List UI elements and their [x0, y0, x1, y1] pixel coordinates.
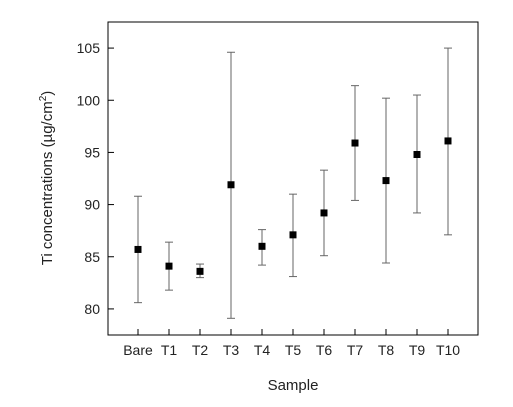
y-axis-label-superscript: 2 [38, 95, 49, 101]
data-point [227, 181, 235, 189]
x-tick-label: Bare [123, 342, 153, 358]
data-point [413, 151, 421, 159]
data-point [289, 231, 297, 239]
data-point [134, 245, 142, 253]
y-tick-label: 95 [84, 144, 100, 160]
x-tick-label: T6 [316, 342, 333, 358]
x-tick-label: T4 [254, 342, 271, 358]
errorbar-layer [134, 47, 452, 319]
data-point [258, 242, 266, 250]
y-tick-label: 80 [84, 301, 100, 317]
data-point [444, 137, 452, 145]
y-tick-label: 100 [77, 92, 101, 108]
data-point [320, 209, 328, 217]
tick-layer: 80 85 90 95 100 105 Bare T1 T2 T3 T4 T5 T6 T7 T8 T9 T10 [77, 40, 461, 358]
x-tick-label: T5 [285, 342, 302, 358]
data-point [351, 139, 359, 147]
data-point [196, 267, 204, 275]
x-axis-label: Sample [268, 377, 319, 394]
y-tick-label: 85 [84, 249, 100, 265]
x-tick-label: T3 [223, 342, 240, 358]
y-axis-label-main: Ti concentrations (µg/cm [39, 101, 56, 265]
x-tick-label: T10 [436, 342, 460, 358]
data-point [165, 262, 173, 270]
x-tick-label: T9 [409, 342, 426, 358]
x-tick-label: T7 [347, 342, 364, 358]
plot-frame [107, 21, 479, 336]
marker-layer [134, 137, 452, 275]
y-tick-label: 90 [84, 197, 100, 213]
x-tick-label: T8 [378, 342, 395, 358]
y-tick-label: 105 [77, 40, 101, 56]
x-tick-label: T2 [192, 342, 209, 358]
x-tick-label: T1 [161, 342, 178, 358]
data-point [382, 177, 390, 185]
y-axis-label-close: ) [39, 91, 56, 96]
y-axis-label: Ti concentrations (µg/cm2) [38, 91, 56, 266]
